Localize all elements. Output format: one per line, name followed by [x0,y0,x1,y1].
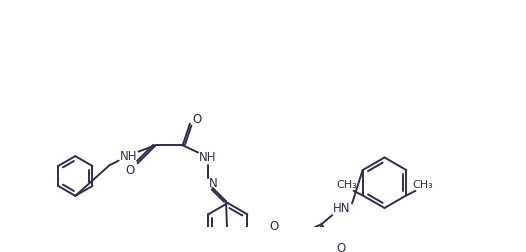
Text: O: O [126,164,135,177]
Text: O: O [270,219,279,233]
Text: NH: NH [199,151,217,164]
Text: NH: NH [120,150,137,163]
Text: CH₃: CH₃ [412,179,433,190]
Text: N: N [209,177,218,190]
Text: CH₃: CH₃ [336,179,357,190]
Text: HN: HN [332,202,350,214]
Text: O: O [337,242,346,252]
Text: O: O [193,113,202,125]
